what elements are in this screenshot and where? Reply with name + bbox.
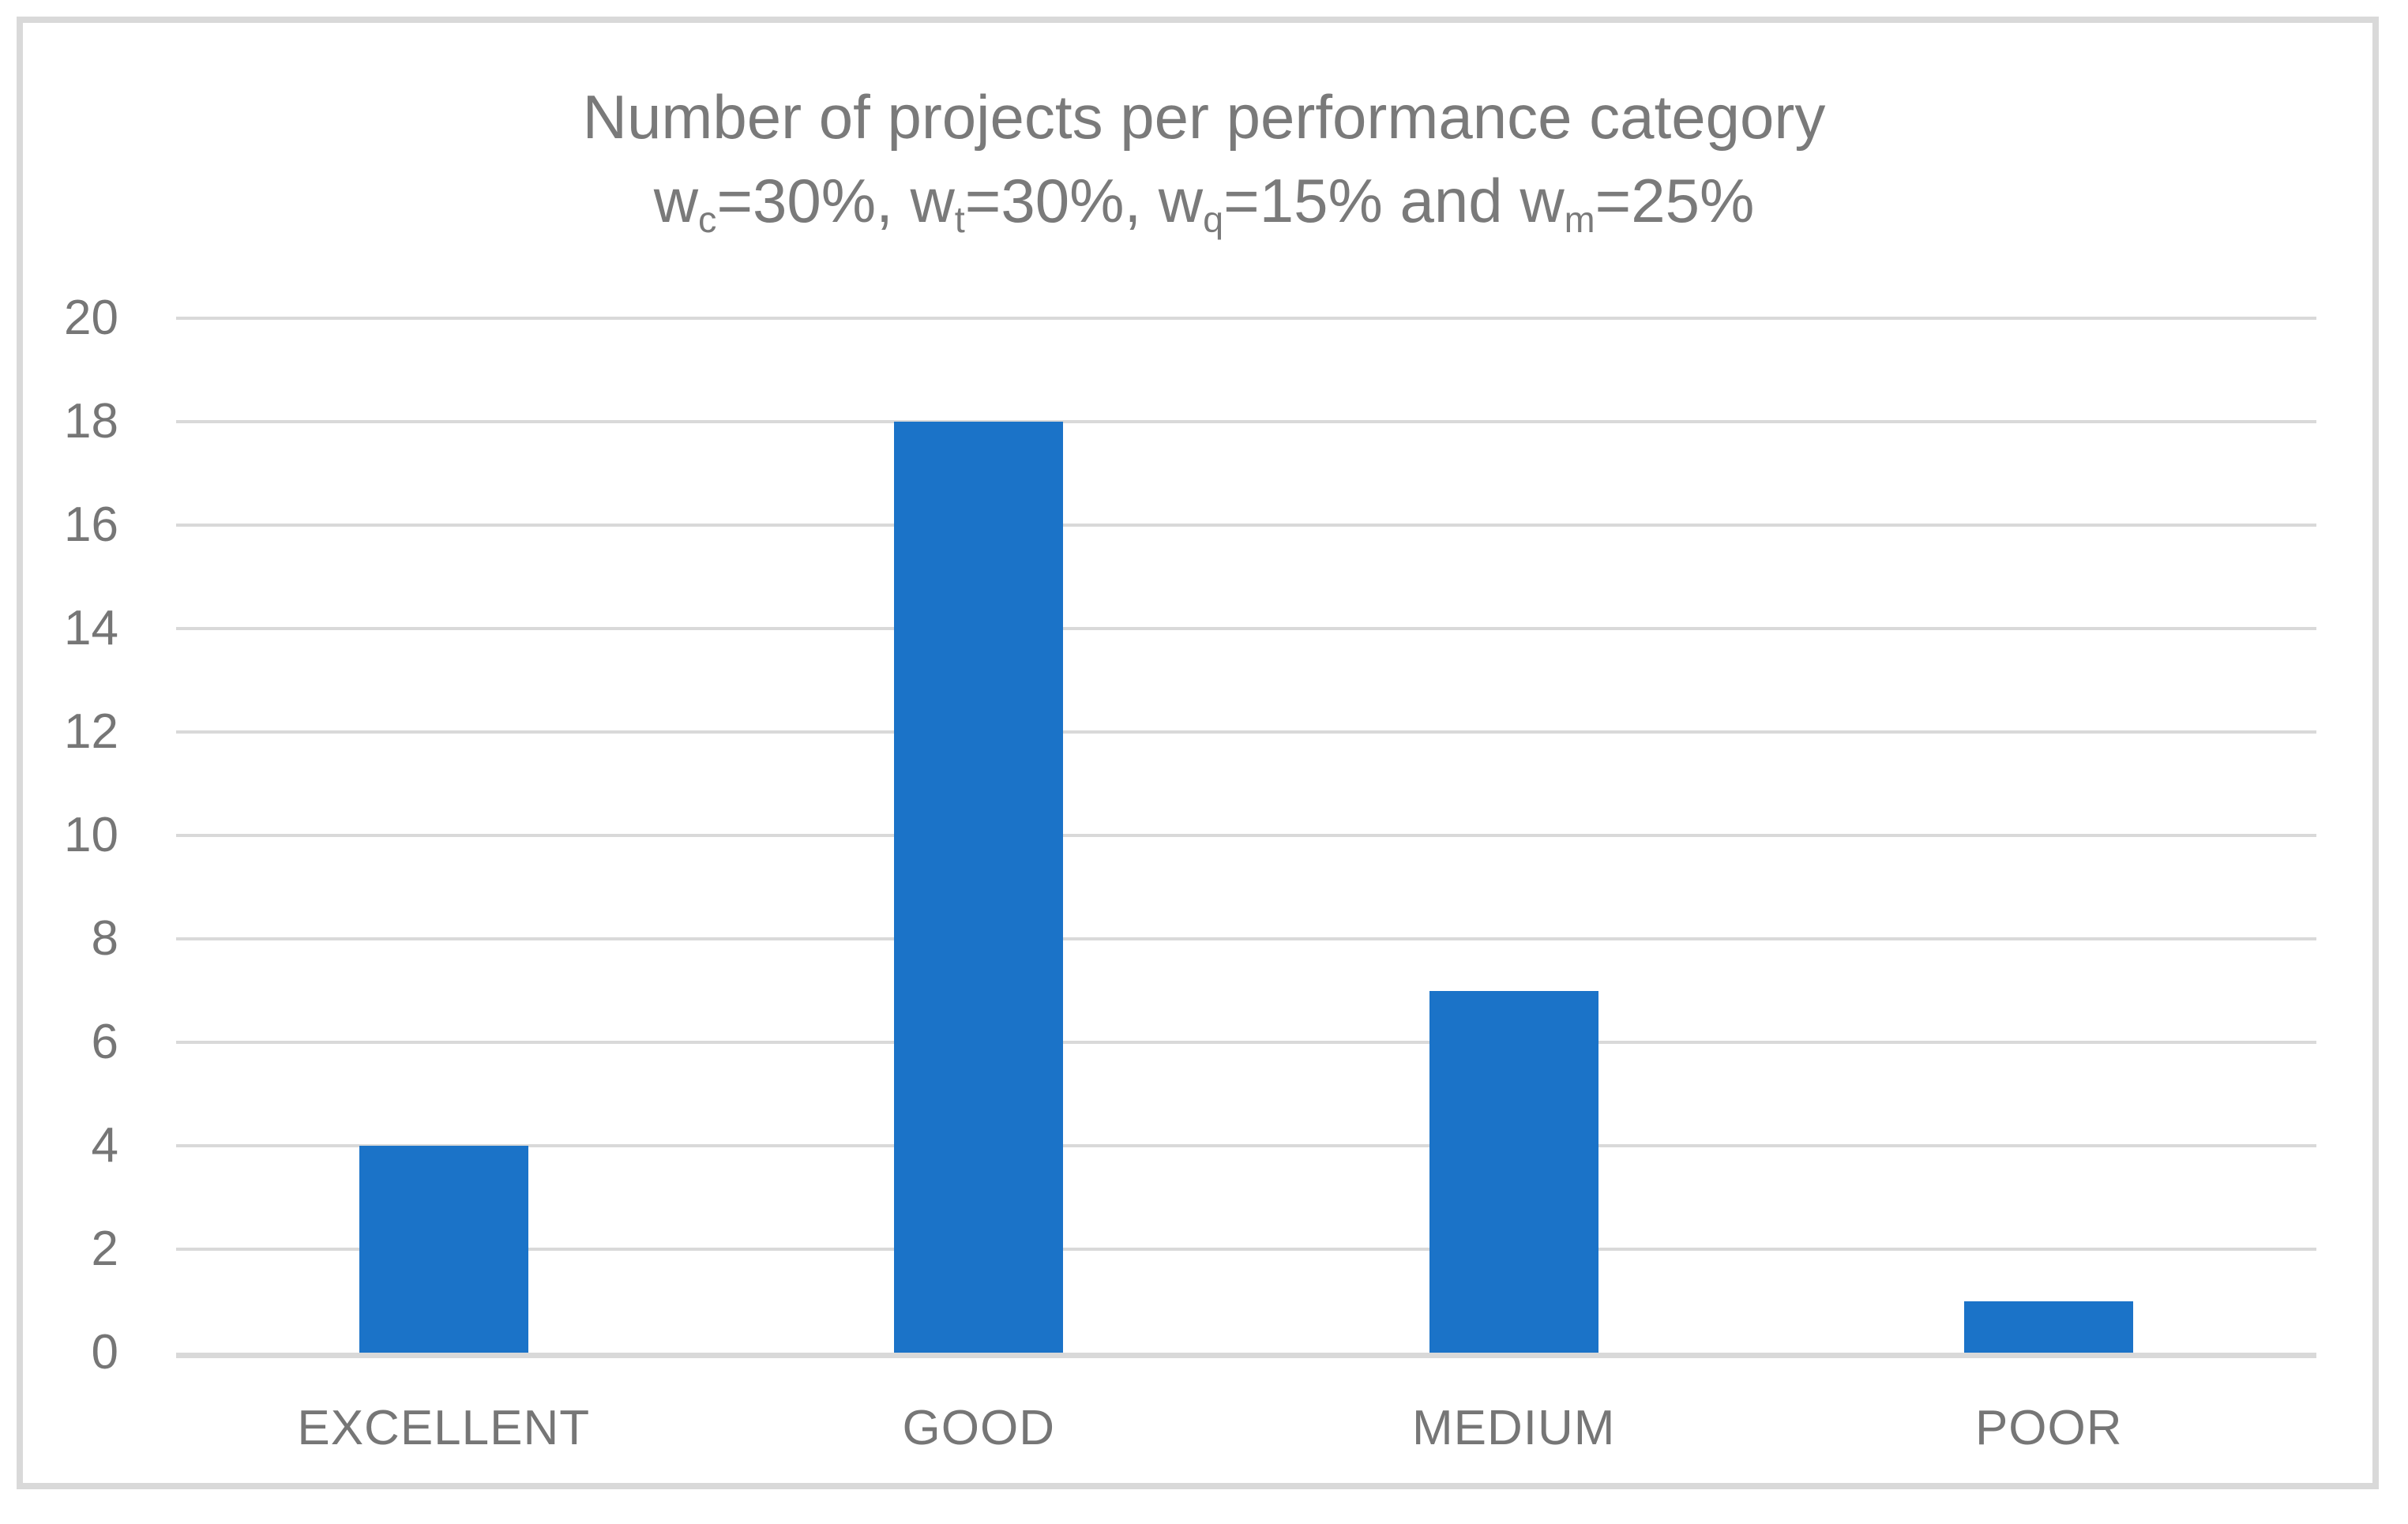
bar-excellent [359,1146,528,1353]
gridline-10 [176,834,2316,837]
chart-subtitle: wc=30%, wt=30%, wq=15% and wm=25% [653,166,1755,241]
x-axis-line [176,1353,2316,1358]
bar-medium [1429,990,1598,1353]
gridline-12 [176,730,2316,734]
chart-title: Number of projects per performance categ… [582,82,1826,152]
y-axis-label-12: 12 [64,704,118,759]
gridline-8 [176,937,2316,940]
subtitle-subscript: t [954,199,965,241]
gridline-6 [176,1041,2316,1044]
x-axis-label-medium: MEDIUM [1412,1401,1616,1455]
y-axis-label-10: 10 [64,808,118,862]
gridline-14 [176,627,2316,630]
y-axis-label-2: 2 [91,1222,118,1276]
bar-good [894,422,1064,1353]
x-axis-label-poor: POOR [1974,1401,2123,1455]
y-axis-label-20: 20 [64,291,118,345]
gridline-2 [176,1248,2316,1251]
y-axis-label-8: 8 [91,911,118,966]
x-axis-label-excellent: EXCELLENT [297,1401,591,1455]
gridline-18 [176,420,2316,423]
y-axis-label-0: 0 [91,1325,118,1379]
y-axis-label-4: 4 [91,1118,118,1173]
gridline-4 [176,1144,2316,1147]
x-axis-label-good: GOOD [902,1401,1055,1455]
gridline-16 [176,524,2316,527]
subtitle-subscript: m [1564,199,1595,241]
gridline-20 [176,317,2316,320]
y-axis-label-16: 16 [64,497,118,552]
subtitle-subscript: c [698,199,717,241]
chart-title-block: Number of projects per performance categ… [0,75,2408,242]
y-axis-label-6: 6 [91,1015,118,1069]
subtitle-subscript: q [1203,199,1224,241]
bar-poor [1964,1301,2134,1353]
y-axis-label-18: 18 [64,394,118,449]
y-axis-label-14: 14 [64,601,118,655]
